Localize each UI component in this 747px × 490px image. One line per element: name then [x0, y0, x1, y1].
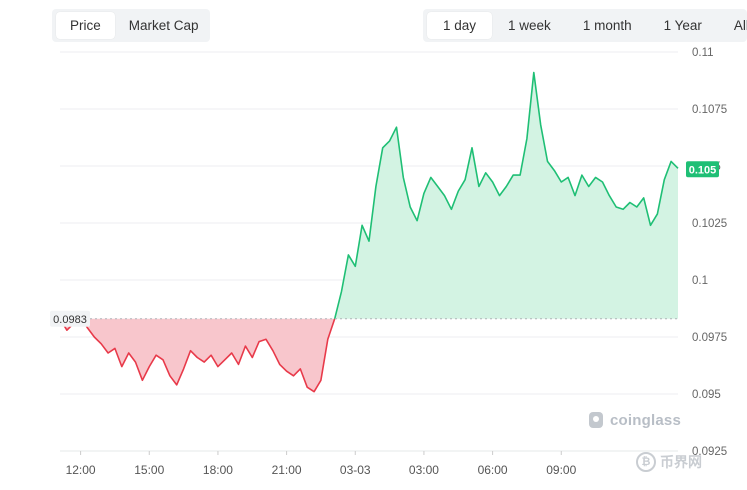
y-tick-label: 0.11: [692, 47, 714, 59]
baseline-badge: [50, 310, 90, 327]
coinglass-watermark: coinglass: [586, 410, 681, 430]
y-tick-label: 0.095: [692, 389, 721, 401]
y-tick-label: 0.0975: [692, 332, 727, 344]
tab-range-1-day[interactable]: 1 day: [427, 12, 493, 39]
coinglass-logo-icon: [589, 412, 603, 428]
tab-price[interactable]: Price: [56, 12, 115, 39]
y-tick-label: 0.1025: [692, 218, 727, 230]
up-line-4: [333, 71, 679, 319]
time-range-toggle: 1 day 1 week 1 month 1 Year All: [423, 9, 747, 42]
y-axis-ticks: 0.11 0.1075 0.105 0.1025 0.1 0.0975 0.095 0.092…: [692, 47, 727, 458]
watermark-brand: coinglass: [610, 411, 681, 429]
x-tick-label: 12:00: [66, 463, 96, 477]
tab-range-1-month[interactable]: 1 month: [582, 18, 632, 33]
tab-market-cap[interactable]: Market Cap: [128, 18, 199, 33]
bitcoin-circle-icon: ₿: [636, 452, 656, 472]
baseline-label: 0.0983: [53, 314, 87, 326]
y-tick-label: 0.0925: [692, 446, 727, 458]
y-tick-label: 0.1: [692, 275, 708, 287]
x-axis-ticks: 12:00 15:00 18:00 21:00 03-03 03:00 06:00 09:00: [66, 451, 577, 477]
y-tick-label: 0.1075: [692, 104, 727, 116]
x-tick-label: 21:00: [272, 463, 302, 477]
current-price-badge: [686, 161, 719, 178]
site-watermark: ₿ 币界网: [636, 452, 702, 472]
x-tick-label: 03:00: [409, 463, 439, 477]
up-area-4: [334, 72, 678, 319]
down-line-3: [81, 318, 336, 393]
tab-range-1-year[interactable]: 1 Year: [663, 18, 702, 33]
chart-areas: [60, 72, 678, 392]
tab-range-1-week[interactable]: 1 week: [508, 18, 551, 33]
tab-range-all[interactable]: All: [733, 18, 747, 33]
down-area-3: [82, 318, 335, 392]
x-tick-label: 03-03: [340, 463, 371, 477]
x-tick-label: 06:00: [478, 463, 508, 477]
current-price-label: 0.105: [689, 164, 717, 176]
watermark-site: 币界网: [660, 454, 702, 470]
chart-badges: 0.0983 0.105: [50, 161, 719, 327]
x-tick-label: 15:00: [134, 463, 164, 477]
x-tick-label: 09:00: [546, 463, 576, 477]
metric-toggle: Price Market Cap: [52, 9, 210, 42]
x-tick-label: 18:00: [203, 463, 233, 477]
